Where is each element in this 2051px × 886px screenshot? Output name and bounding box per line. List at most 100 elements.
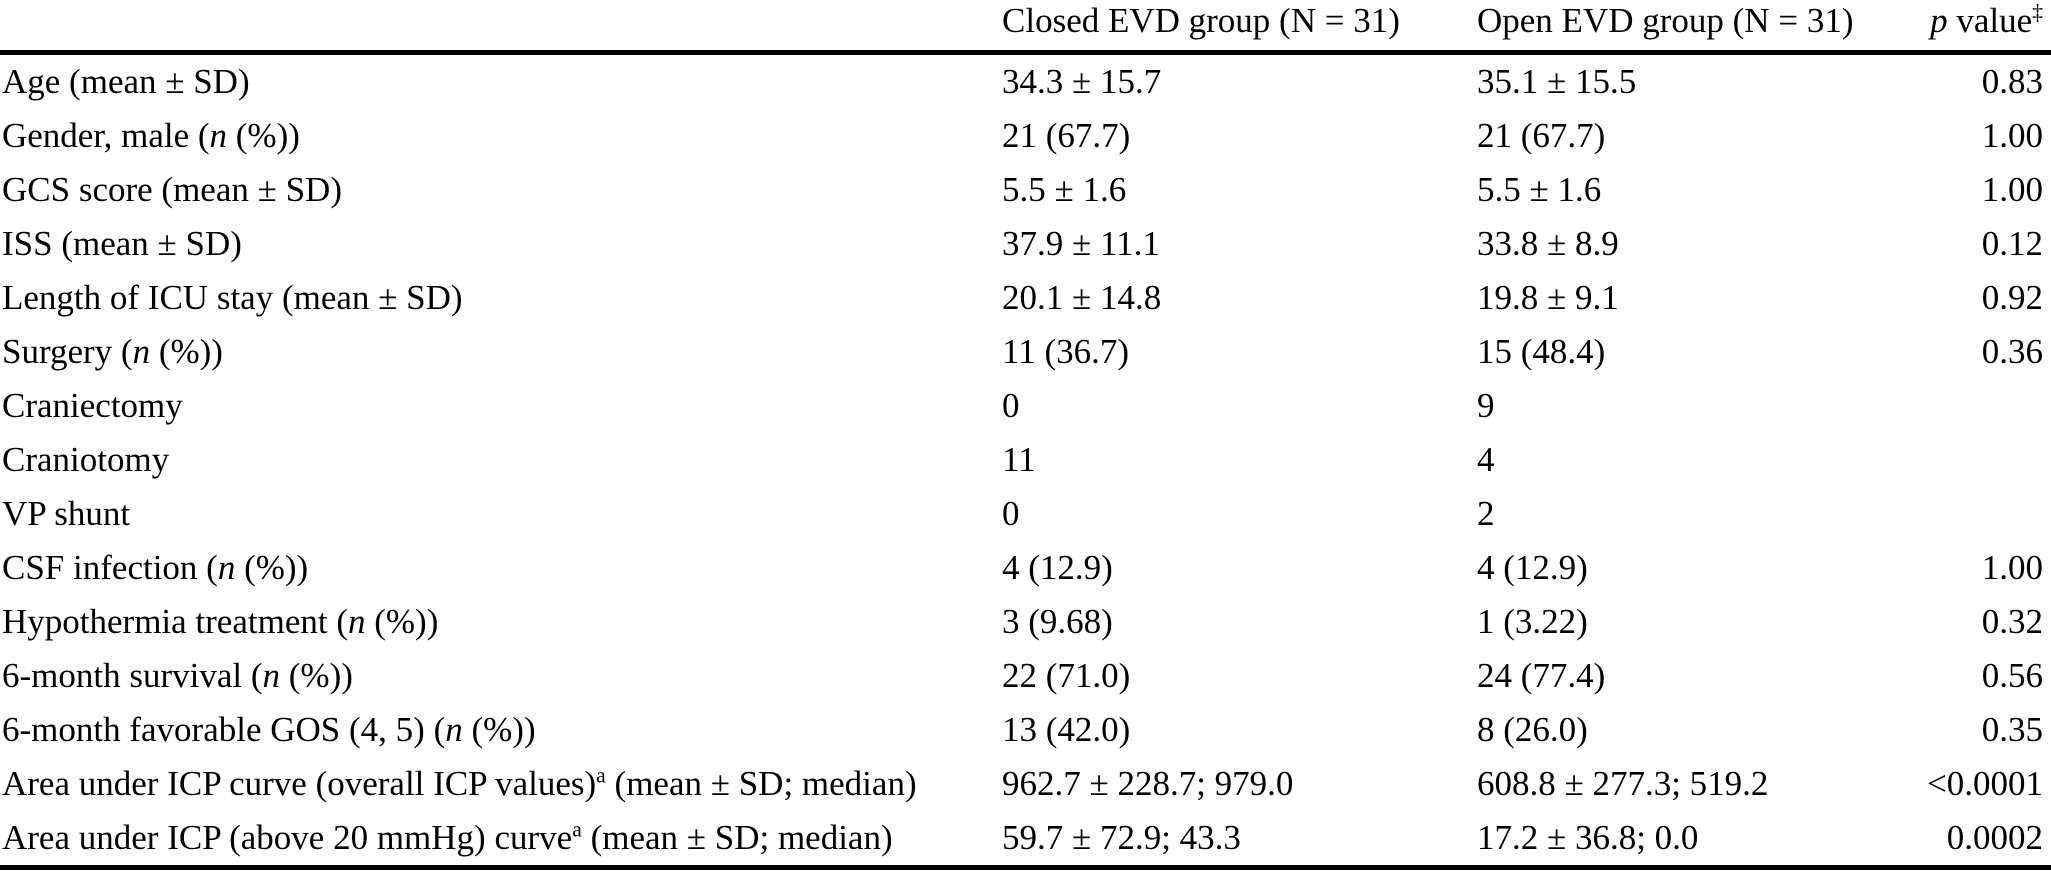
row-label-cell: Hypothermia treatment (n (%)) — [0, 595, 1002, 649]
italic-text: n — [217, 547, 236, 587]
header-cell-blank — [0, 0, 1002, 55]
italic-text: p — [1930, 1, 1948, 40]
open-evd-value-cell: 19.8 ± 9.1 — [1477, 277, 1619, 317]
closed-evd-value-cell: 11 (36.7) — [1002, 331, 1130, 371]
row-label-cell: Age (mean ± SD) — [0, 53, 1002, 110]
open-evd-value-cell: 35.1 ± 15.5 — [1477, 61, 1637, 101]
table-body: Age (mean ± SD) 34.3 ± 15.7 35.1 ± 15.5 0.8… — [0, 53, 2051, 870]
text-segment: (%)) — [280, 655, 353, 695]
table-row: Craniotomy 11 4 — [0, 433, 2051, 487]
text-segment: Age (mean ± SD) — [2, 61, 250, 101]
text-segment: Gender, male ( — [2, 115, 210, 155]
text-segment: (%)) — [227, 115, 300, 155]
text-segment: ISS (mean ± SD) — [2, 223, 242, 263]
p-value-cell: 0.92 — [1981, 277, 2043, 317]
table-row: GCS score (mean ± SD) 5.5 ± 1.6 5.5 ± 1.6 1… — [0, 163, 2051, 217]
table-row: 6-month survival (n (%)) 22 (71.0) 24 (77.… — [0, 649, 2051, 703]
p-value-cell: 1.00 — [1981, 547, 2043, 587]
closed-evd-value-cell: 34.3 ± 15.7 — [1002, 61, 1162, 101]
table-row: Craniectomy 0 9 — [0, 379, 2051, 433]
italic-text: n — [132, 331, 151, 371]
header-row: Closed EVD group (N = 31) Open EVD group… — [0, 0, 2051, 55]
row-label-cell: 6-month survival (n (%)) — [0, 649, 1002, 703]
row-label-cell: Area under ICP curve (overall ICP values… — [0, 757, 1002, 811]
text-segment: Length of ICU stay (mean ± SD) — [2, 277, 463, 317]
text-segment: Open EVD group (N = 31) — [1477, 1, 1854, 40]
row-label-cell: Gender, male (n (%)) — [0, 109, 1002, 163]
row-label-cell: 6-month favorable GOS (4, 5) (n (%)) — [0, 703, 1002, 757]
text-segment: (%)) — [235, 547, 309, 587]
text-segment: (%)) — [365, 601, 439, 641]
row-label-cell: ISS (mean ± SD) — [0, 217, 1002, 271]
row-label-cell: Area under ICP (above 20 mmHg) curvea (m… — [0, 811, 1002, 870]
closed-evd-value-cell: 37.9 ± 11.1 — [1002, 223, 1160, 263]
p-value-cell: 0.12 — [1981, 223, 2043, 263]
table-row: Hypothermia treatment (n (%)) 3 (9.68) 1 (… — [0, 595, 2051, 649]
p-value-cell: 0.35 — [1981, 709, 2043, 749]
row-label-cell: Craniotomy — [0, 433, 1002, 487]
table-row: Age (mean ± SD) 34.3 ± 15.7 35.1 ± 15.5 0.8… — [0, 53, 2051, 110]
text-segment: 6-month favorable GOS (4, 5) ( — [2, 709, 446, 749]
superscript-marker: a — [596, 763, 606, 788]
closed-evd-value-cell: 59.7 ± 72.9; 43.3 — [1002, 811, 1477, 870]
text-segment: Closed EVD group (N = 31) — [1002, 1, 1400, 40]
table-row: ISS (mean ± SD) 37.9 ± 11.1 33.8 ± 8.9 0.12 — [0, 217, 2051, 271]
row-label-cell: Length of ICU stay (mean ± SD) — [0, 271, 1002, 325]
closed-evd-value-cell: 3 (9.68) — [1002, 601, 1113, 641]
header-cell-p-value: p value‡ — [1914, 0, 2051, 55]
p-value-cell: 1.00 — [1981, 115, 2043, 155]
open-evd-value-cell: 1 (3.22) — [1477, 601, 1588, 641]
table-row: 6-month favorable GOS (4, 5) (n (%)) 13 (… — [0, 703, 2051, 757]
italic-text: n — [445, 709, 463, 749]
open-evd-value-cell: 15 (48.4) — [1477, 331, 1606, 371]
closed-evd-value-cell: 962.7 ± 228.7; 979.0 — [1002, 763, 1294, 803]
text-segment: VP shunt — [2, 493, 131, 533]
closed-evd-value-cell: 5.5 ± 1.6 — [1002, 169, 1127, 209]
closed-evd-value-cell: 0 — [1002, 493, 1020, 533]
header-cell-closed-evd-group: Closed EVD group (N = 31) — [1002, 0, 1477, 55]
text-segment: (%)) — [462, 709, 536, 749]
text-segment: Craniectomy — [2, 385, 183, 425]
text-segment: (%)) — [150, 331, 223, 371]
text-segment: value — [1947, 1, 2033, 40]
open-evd-value-cell: 2 — [1477, 493, 1495, 533]
closed-evd-value-cell: 20.1 ± 14.8 — [1002, 277, 1162, 317]
text-segment: Hypothermia treatment ( — [2, 601, 348, 641]
p-value-cell: 0.32 — [1981, 601, 2043, 641]
p-value-cell: <0.0001 — [1927, 763, 2043, 803]
open-evd-value-cell: 608.8 ± 277.3; 519.2 — [1477, 763, 1769, 803]
table-row: Gender, male (n (%)) 21 (67.7) 21 (67.7) 1.… — [0, 109, 2051, 163]
closed-evd-value-cell: 21 (67.7) — [1002, 115, 1131, 155]
open-evd-value-cell: 8 (26.0) — [1477, 709, 1588, 749]
open-evd-value-cell: 21 (67.7) — [1477, 115, 1606, 155]
closed-evd-value-cell: 4 (12.9) — [1002, 547, 1113, 587]
open-evd-value-cell: 9 — [1477, 385, 1495, 425]
p-value-cell — [1914, 379, 2051, 433]
text-segment: CSF infection ( — [2, 547, 218, 587]
text-segment: Area under ICP (above 20 mmHg) curve — [2, 817, 573, 857]
text-segment: Craniotomy — [2, 439, 170, 479]
superscript-marker: a — [572, 817, 582, 842]
open-evd-value-cell: 4 — [1477, 439, 1495, 479]
p-value-cell: 0.36 — [1981, 331, 2043, 371]
italic-text: n — [209, 115, 228, 155]
row-label-cell: Craniectomy — [0, 379, 1002, 433]
open-evd-value-cell: 4 (12.9) — [1477, 547, 1588, 587]
table-row: Area under ICP (above 20 mmHg) curvea (m… — [0, 811, 2051, 870]
open-evd-value-cell: 24 (77.4) — [1477, 655, 1606, 695]
p-value-cell: 0.56 — [1981, 655, 2043, 695]
header-cell-open-evd-group: Open EVD group (N = 31) — [1477, 0, 1914, 55]
table-row: CSF infection (n (%)) 4 (12.9) 4 (12.9) 1.0… — [0, 541, 2051, 595]
row-label-cell: CSF infection (n (%)) — [0, 541, 1002, 595]
closed-evd-value-cell: 22 (71.0) — [1002, 655, 1131, 695]
table-row: Length of ICU stay (mean ± SD) 20.1 ± 14.… — [0, 271, 2051, 325]
row-label-cell: Surgery (n (%)) — [0, 325, 1002, 379]
table-row: Surgery (n (%)) 11 (36.7) 15 (48.4) 0.36 — [0, 325, 2051, 379]
p-value-cell: 0.83 — [1981, 61, 2043, 101]
open-evd-value-cell: 33.8 ± 8.9 — [1477, 223, 1619, 263]
text-segment: Surgery ( — [2, 331, 133, 371]
closed-evd-value-cell: 0 — [1002, 385, 1020, 425]
p-value-cell: 0.0002 — [1914, 811, 2051, 870]
table-row: Area under ICP curve (overall ICP values… — [0, 757, 2051, 811]
